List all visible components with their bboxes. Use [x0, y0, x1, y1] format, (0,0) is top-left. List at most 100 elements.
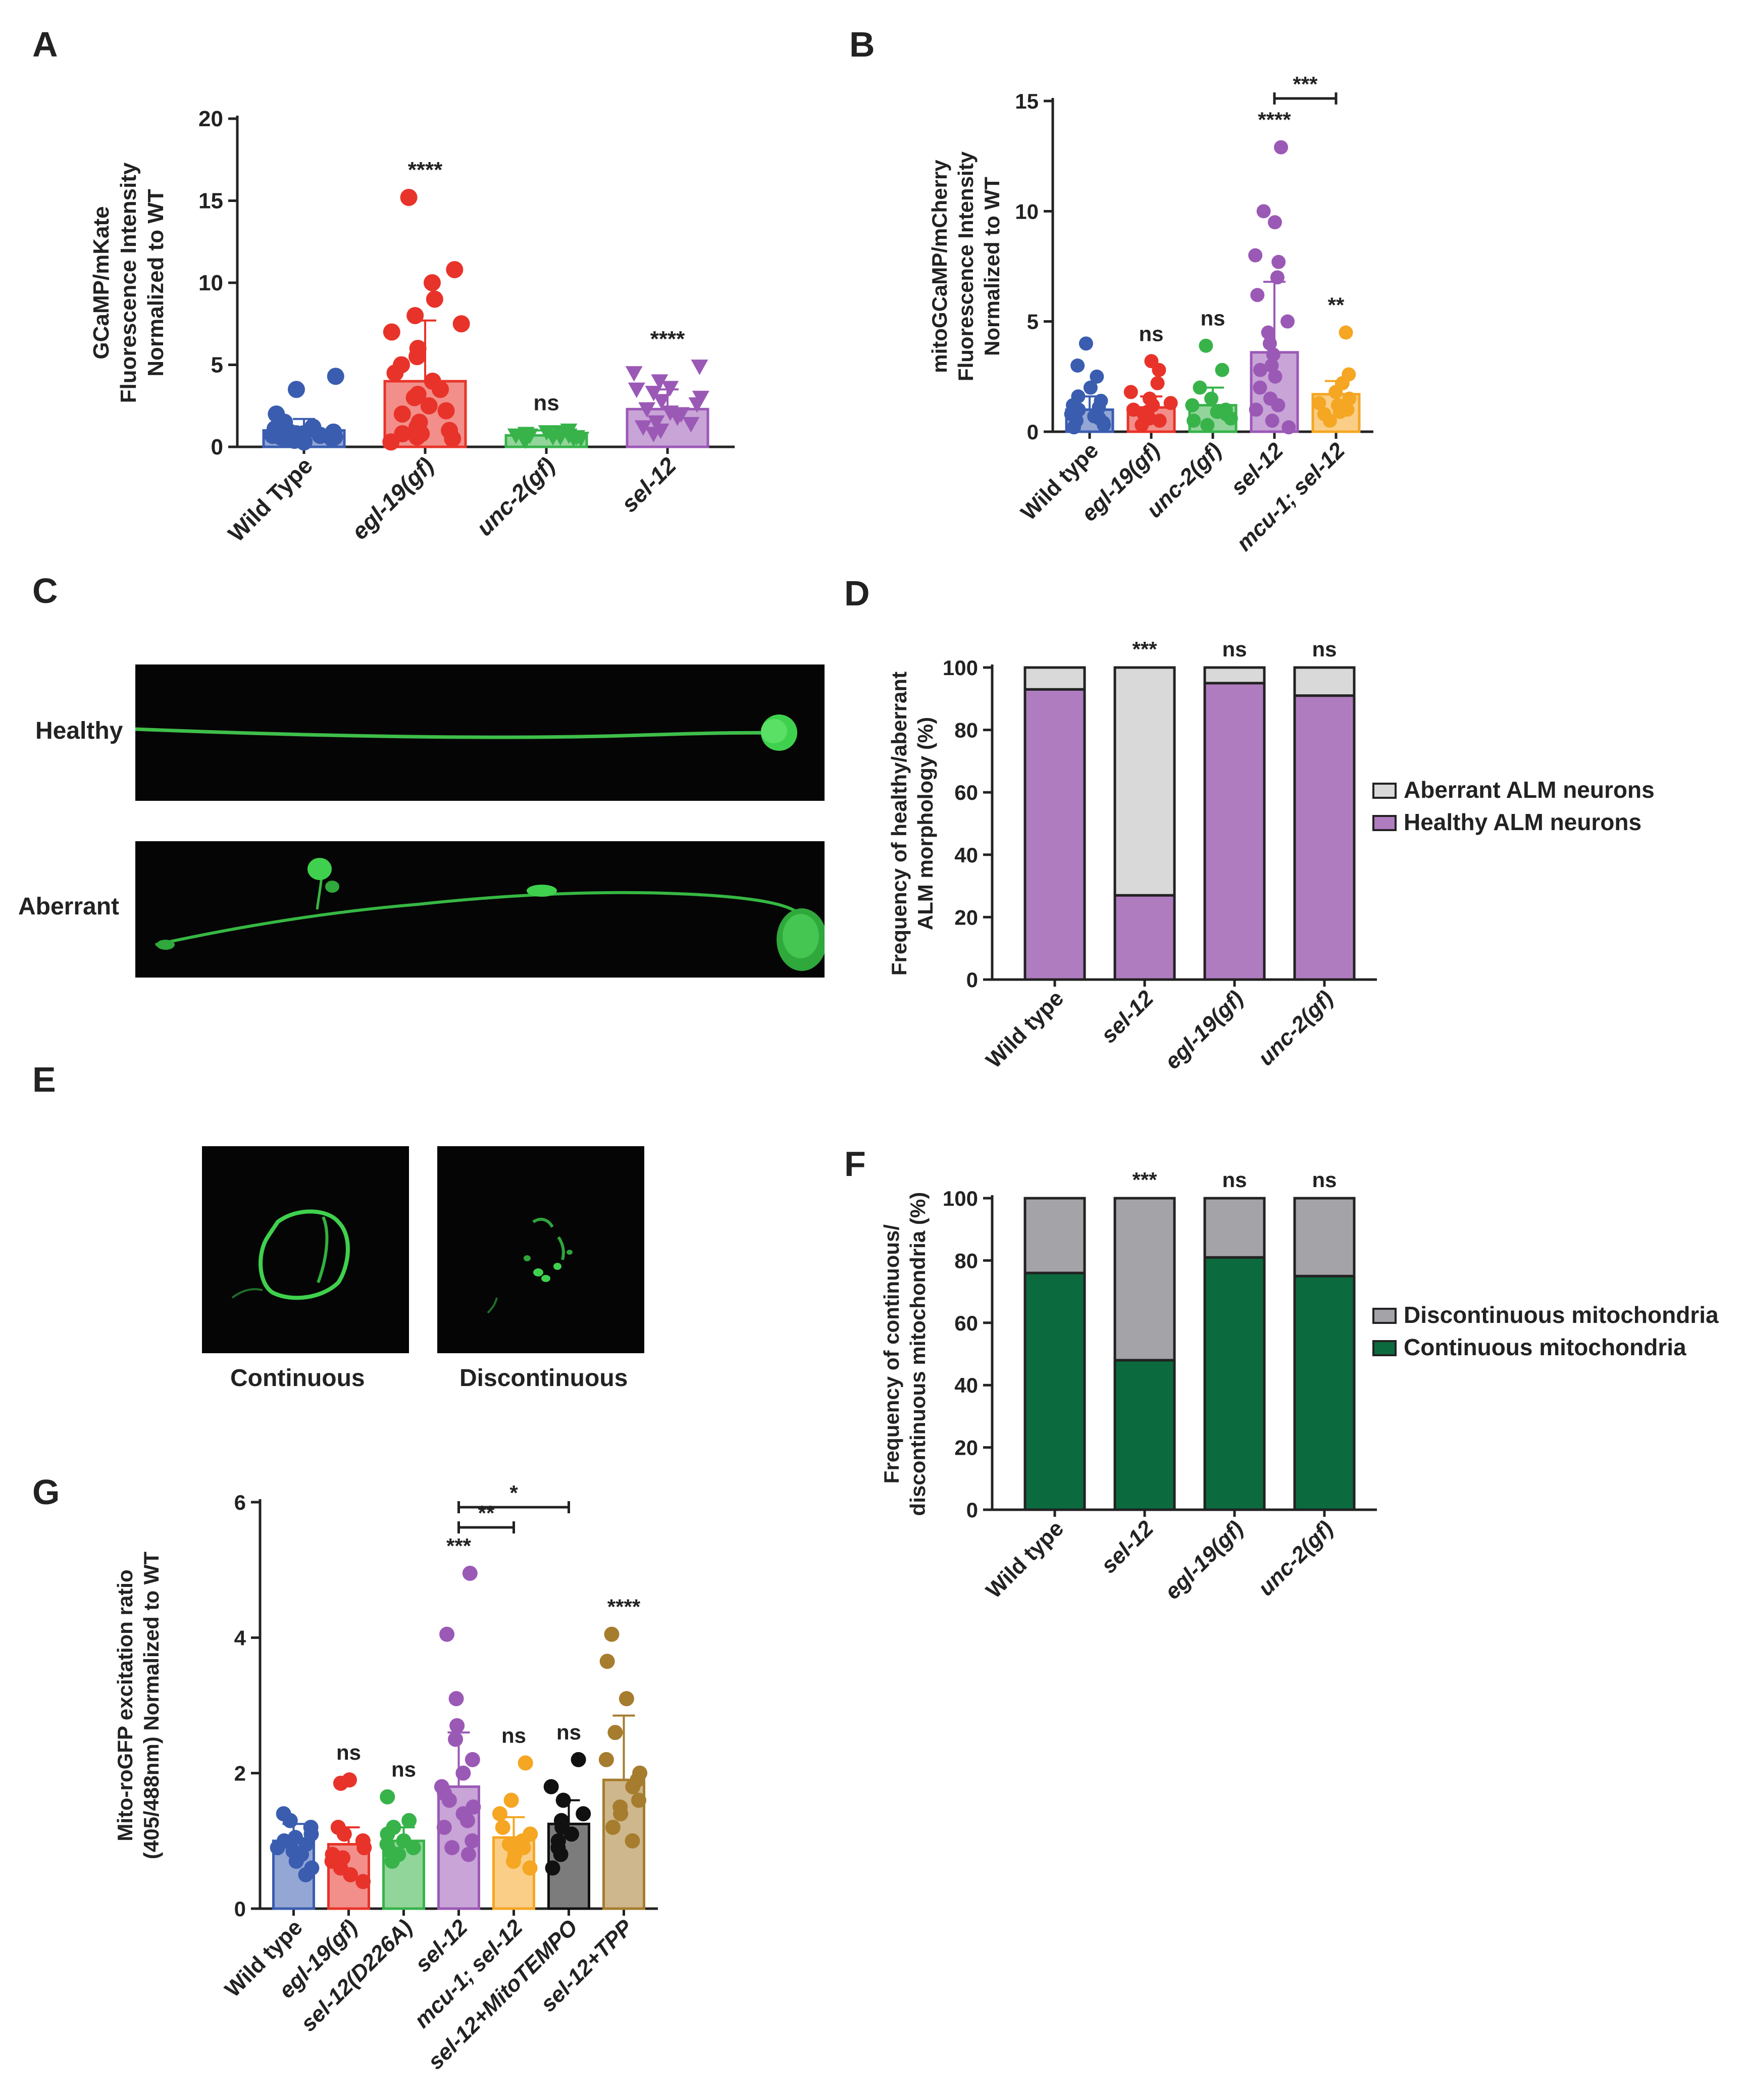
stacked-bar-segment: [1293, 1197, 1356, 1277]
legend-swatch: [1372, 815, 1397, 831]
data-point: [1266, 347, 1280, 362]
stacked-bar-segment: [1293, 1274, 1356, 1511]
data-point: [1271, 398, 1286, 413]
data-point: [604, 1626, 620, 1642]
y-tick-label: 100: [943, 656, 978, 680]
significance-label: ****: [408, 158, 443, 182]
panel-label-c: C: [32, 571, 58, 610]
data-point: [355, 1874, 371, 1889]
data-point: [634, 420, 652, 436]
data-point: [1097, 418, 1111, 432]
significance-label: ****: [1258, 108, 1291, 132]
data-point: [383, 323, 400, 341]
data-point: [1312, 396, 1326, 411]
panel-label-a: A: [32, 25, 58, 64]
data-point: [653, 394, 671, 409]
data-point: [1271, 254, 1286, 269]
data-point: [1140, 404, 1155, 419]
x-tick-label: unc-2(gf): [1253, 986, 1338, 1070]
data-point: [612, 1799, 628, 1815]
significance-label: ns: [1222, 1168, 1247, 1192]
data-point: [1126, 402, 1141, 417]
y-tick-label: 60: [954, 1311, 978, 1335]
data-point: [505, 1854, 521, 1869]
data-point: [1250, 288, 1265, 302]
healthy-neuron-drawing: [135, 714, 797, 751]
significance-label: ***: [446, 1534, 472, 1558]
stacked-bar-segment: [1203, 1256, 1266, 1511]
data-point: [406, 307, 424, 324]
y-axis-label: Fluorescence Intensity: [954, 151, 978, 381]
x-tick-label: sel-12: [1096, 1516, 1158, 1578]
data-point: [276, 1806, 291, 1822]
continuous-mitochondria-drawing: [231, 1209, 350, 1300]
legend-label: Healthy ALM neurons: [1404, 809, 1641, 835]
data-point: [1249, 402, 1263, 417]
data-point: [1274, 140, 1289, 155]
stacked-bar-segment: [1023, 688, 1086, 981]
panel-label-e: E: [32, 1060, 56, 1099]
data-point: [495, 1820, 510, 1835]
data-point: [652, 423, 670, 439]
data-point: [599, 1654, 615, 1669]
chart-g: 0 2 4 6 Mito-roGFP excitation ratio (405/488n…: [113, 1481, 658, 2074]
data-point: [448, 1691, 464, 1707]
data-point: [1079, 336, 1093, 351]
data-point: [523, 1826, 538, 1842]
data-point: [1342, 391, 1357, 406]
x-tick-label: egl-19(gf): [1160, 986, 1248, 1074]
y-tick-label: 100: [943, 1187, 978, 1210]
data-point: [408, 348, 426, 366]
panel-label-g: G: [32, 1472, 60, 1512]
data-point: [543, 1779, 559, 1795]
data-point: [1144, 354, 1159, 369]
image-label-discontinuous: Discontinuous: [459, 1365, 628, 1392]
data-point: [1253, 363, 1267, 377]
data-point: [268, 405, 285, 423]
data-point: [465, 1833, 480, 1849]
y-tick-label: 0: [966, 1498, 978, 1522]
data-point: [312, 427, 329, 444]
data-point: [1200, 418, 1215, 432]
significance-label: ns: [1139, 322, 1163, 345]
data-point: [420, 397, 438, 415]
y-tick-label: 0: [234, 1897, 246, 1921]
data-point: [436, 1820, 452, 1835]
x-tick-label: egl-19(gf): [346, 452, 439, 544]
significance-label: ns: [501, 1724, 526, 1748]
data-point: [630, 1772, 645, 1788]
data-point: [545, 1860, 560, 1876]
data-point: [333, 1775, 348, 1791]
data-point: [1332, 404, 1347, 419]
data-point: [355, 1833, 371, 1849]
healthy-neuron-image: [135, 664, 825, 801]
data-point: [1185, 398, 1200, 413]
data-point: [1268, 369, 1282, 384]
data-point: [459, 1813, 475, 1828]
stacked-bar-segment: [1113, 666, 1176, 897]
data-point: [628, 382, 645, 398]
data-point: [441, 422, 458, 439]
data-point: [1281, 420, 1296, 435]
data-point: [426, 290, 443, 308]
data-point: [522, 1860, 538, 1876]
significance-label: ns: [1200, 306, 1225, 330]
data-point: [1090, 369, 1104, 384]
data-point: [1280, 314, 1295, 329]
data-point: [672, 407, 690, 423]
data-point: [518, 1755, 533, 1771]
y-tick-label: 80: [954, 719, 978, 742]
data-point: [1083, 380, 1098, 395]
data-point: [408, 428, 426, 446]
data-point: [619, 1691, 634, 1707]
y-tick-label: 20: [954, 905, 978, 929]
data-point: [327, 368, 344, 385]
x-tick-label: unc-2(gf): [1253, 1516, 1338, 1601]
data-point: [466, 1799, 481, 1815]
data-point: [393, 356, 410, 374]
stacked-bar-segment: [1203, 1197, 1266, 1259]
significance-label: ns: [556, 1720, 581, 1744]
data-point: [437, 1785, 452, 1801]
y-axis-label: Frequency of healthy/aberrant: [887, 672, 911, 976]
data-point: [452, 315, 470, 333]
